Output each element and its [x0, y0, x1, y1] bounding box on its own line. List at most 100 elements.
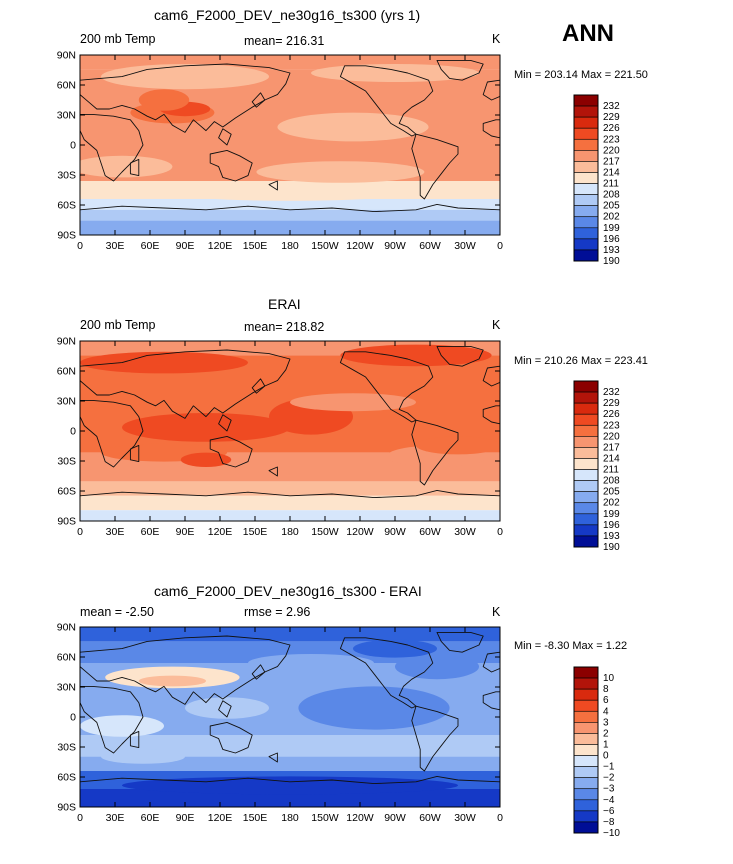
- colorbar-swatch: [573, 172, 599, 184]
- panel-title: cam6_F2000_DEV_ne30g16_ts300 (yrs 1): [154, 7, 421, 23]
- lat-tick-label: 60N: [57, 652, 76, 664]
- colorbar-level-label: 229: [603, 112, 620, 123]
- lon-tick-label: 60W: [419, 812, 441, 824]
- units-label: K: [492, 318, 501, 332]
- colorbar-swatch: [573, 94, 599, 107]
- colorbar-swatch: [573, 513, 599, 526]
- colorbar-swatch: [573, 766, 599, 778]
- colorbar-level-label: 223: [603, 134, 620, 145]
- colorbar-swatch: [573, 788, 599, 801]
- colorbar-level-label: 205: [603, 201, 620, 212]
- colorbar-level-label: 232: [603, 101, 620, 112]
- colorbar-level-label: 226: [603, 409, 620, 420]
- lon-tick-label: 60E: [141, 526, 160, 538]
- colorbar-swatch: [573, 216, 599, 229]
- colorbar-swatch: [573, 436, 599, 448]
- lon-tick-label: 150E: [243, 526, 268, 538]
- field-label: 200 mb Temp: [80, 318, 156, 332]
- colorbar-level-label: 4: [603, 706, 609, 717]
- colorbar-swatch: [573, 733, 599, 745]
- lon-tick-label: 30W: [454, 526, 476, 538]
- colorbar-swatch: [573, 524, 599, 537]
- colorbar-swatch: [573, 116, 599, 129]
- colorbar-swatch: [573, 413, 599, 426]
- mean-label: mean= 218.82: [244, 320, 325, 334]
- lon-tick-label: 60E: [141, 240, 160, 252]
- lon-tick-label: 120E: [208, 526, 233, 538]
- colorbar-level-label: −6: [603, 806, 615, 817]
- lat-tick-label: 60N: [57, 80, 76, 92]
- colorbar-level-label: 193: [603, 531, 620, 542]
- colorbar-level-label: 226: [603, 123, 620, 134]
- lon-tick-label: 30E: [106, 526, 125, 538]
- lon-tick-label: 0: [497, 240, 503, 252]
- lat-tick-label: 90N: [57, 336, 76, 348]
- lat-tick-label: 60S: [57, 200, 76, 212]
- lon-tick-label: 0: [497, 812, 503, 824]
- lat-tick-label: 30N: [57, 110, 76, 122]
- lon-tick-label: 180: [281, 526, 299, 538]
- mean-label: mean = -2.50: [80, 605, 155, 619]
- colorbar: 2322292262232202172142112082052021991961…: [573, 380, 620, 553]
- colorbar-level-label: 229: [603, 398, 620, 409]
- min-max-label: Min = 210.26 Max = 223.41: [514, 355, 648, 367]
- colorbar-level-label: 211: [603, 465, 619, 476]
- colorbar-level-label: 8: [603, 684, 609, 695]
- colorbar-level-label: 232: [603, 387, 620, 398]
- mean-label: mean= 216.31: [244, 34, 325, 48]
- coastlines: [80, 631, 500, 807]
- lon-tick-label: 30W: [454, 240, 476, 252]
- lon-tick-label: 90W: [384, 240, 406, 252]
- colorbar: 2322292262232202172142112082052021991961…: [573, 94, 620, 267]
- colorbar-swatch: [573, 744, 599, 756]
- lon-tick-label: 180: [281, 240, 299, 252]
- lon-tick-label: 150W: [311, 240, 339, 252]
- colorbar-level-label: 211: [603, 179, 619, 190]
- colorbar-swatch: [573, 491, 599, 504]
- colorbar-level-label: 214: [603, 167, 620, 178]
- lat-tick-label: 30N: [57, 682, 76, 694]
- colorbar-swatch: [573, 183, 599, 195]
- lat-tick-label: 90S: [57, 516, 76, 528]
- colorbar-level-label: −2: [603, 773, 615, 784]
- colorbar-level-label: 193: [603, 245, 620, 256]
- colorbar-level-label: 199: [603, 509, 620, 520]
- rmse-label: rmse = 2.96: [244, 605, 311, 619]
- colorbar-level-label: 217: [603, 156, 620, 167]
- lon-tick-label: 150E: [243, 812, 268, 824]
- lon-tick-label: 90E: [176, 812, 195, 824]
- lon-tick-label: 60E: [141, 812, 160, 824]
- panel-title: ERAI: [268, 296, 301, 312]
- colorbar-swatch: [573, 458, 599, 470]
- colorbar-level-label: −1: [603, 762, 615, 773]
- lat-tick-label: 30N: [57, 396, 76, 408]
- colorbar-swatch: [573, 227, 599, 240]
- lat-tick-label: 90S: [57, 802, 76, 814]
- colorbar-swatch: [573, 469, 599, 481]
- lon-tick-label: 30E: [106, 240, 125, 252]
- lon-tick-label: 90W: [384, 812, 406, 824]
- colorbar-swatch: [573, 105, 599, 118]
- colorbar-swatch: [573, 710, 599, 723]
- colorbar-swatch: [573, 161, 599, 173]
- lat-tick-label: 0: [70, 712, 76, 724]
- colorbar-level-label: −4: [603, 795, 615, 806]
- colorbar-level-label: 220: [603, 431, 620, 442]
- lat-tick-label: 60N: [57, 366, 76, 378]
- colorbar-level-label: 208: [603, 190, 620, 201]
- colorbar-level-label: 208: [603, 476, 620, 487]
- colorbar-swatch: [573, 138, 599, 151]
- lon-tick-label: 150W: [311, 526, 339, 538]
- colorbar-swatch: [573, 810, 599, 823]
- season-label: ANN: [562, 20, 614, 47]
- colorbar-level-label: −10: [603, 828, 620, 839]
- colorbar-level-label: 190: [603, 256, 620, 267]
- lat-tick-label: 30S: [57, 456, 76, 468]
- lon-tick-label: 120W: [346, 812, 374, 824]
- colorbar-level-label: 10: [603, 673, 615, 684]
- colorbar-level-label: 0: [603, 751, 609, 762]
- colorbar-level-label: 6: [603, 695, 609, 706]
